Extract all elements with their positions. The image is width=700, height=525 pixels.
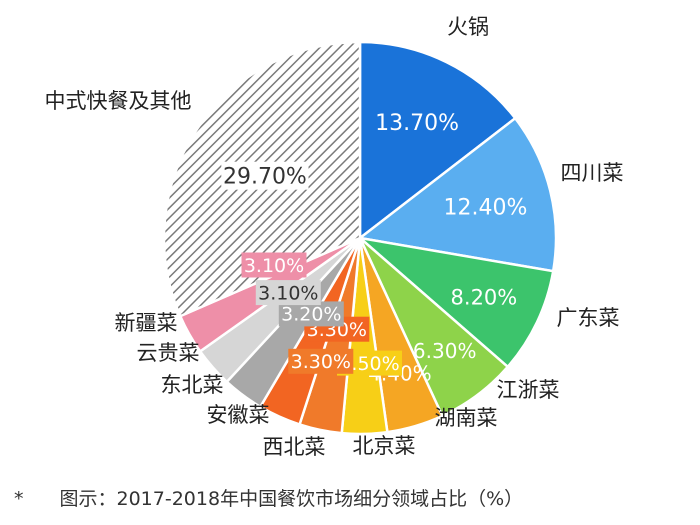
value-label-box-slice-10 (255, 280, 321, 306)
category-label-slice-10: 云贵菜 (137, 341, 200, 365)
chart-caption: * 图示：2017-2018年中国餐饮市场细分领域占比（%） (14, 484, 523, 511)
value-label-slice-9: 3.20% (281, 304, 341, 326)
caption-marker: * (14, 488, 24, 510)
value-label-slice-1: 13.70% (375, 111, 459, 136)
pie-slice-1 (358, 40, 517, 241)
value-label-slice-6: 3.50% (339, 353, 399, 375)
pie-slice-3 (355, 236, 555, 369)
value-label-box-slice-11 (241, 252, 307, 278)
value-label-slice-11: 3.10% (244, 255, 304, 277)
value-label-box-slice-12 (221, 161, 309, 190)
value-label-slice-12: 29.70% (223, 165, 307, 190)
category-label-slice-7: 西北菜 (263, 435, 326, 459)
category-label-slice-1: 火锅 (447, 15, 489, 39)
value-label-box-slice-9 (278, 301, 344, 327)
value-label-slice-10: 3.10% (258, 282, 318, 304)
value-label-slice-4: 6.30% (413, 339, 477, 363)
pie-slice-2 (356, 116, 558, 273)
value-label-slice-3: 8.20% (451, 285, 518, 309)
value-label-slice-2: 12.40% (444, 196, 528, 221)
category-label-slice-2: 四川菜 (561, 161, 624, 185)
category-label-slice-4: 江浙菜 (497, 378, 560, 402)
category-label-slice-8: 安徽菜 (207, 403, 270, 427)
category-label-slice-3: 广东菜 (557, 306, 620, 330)
category-label-slice-9: 东北菜 (161, 373, 224, 397)
value-label-slice-7: 3.30% (291, 351, 351, 373)
category-label-slice-11: 新疆菜 (115, 311, 178, 335)
category-label-slice-6: 北京菜 (353, 434, 416, 458)
category-label-slice-12: 中式快餐及其他 (45, 89, 192, 113)
value-label-box-slice-7 (288, 348, 354, 374)
category-label-slice-5: 湖南菜 (435, 406, 498, 430)
caption-text: 图示：2017-2018年中国餐饮市场细分领域占比（%） (59, 488, 524, 510)
